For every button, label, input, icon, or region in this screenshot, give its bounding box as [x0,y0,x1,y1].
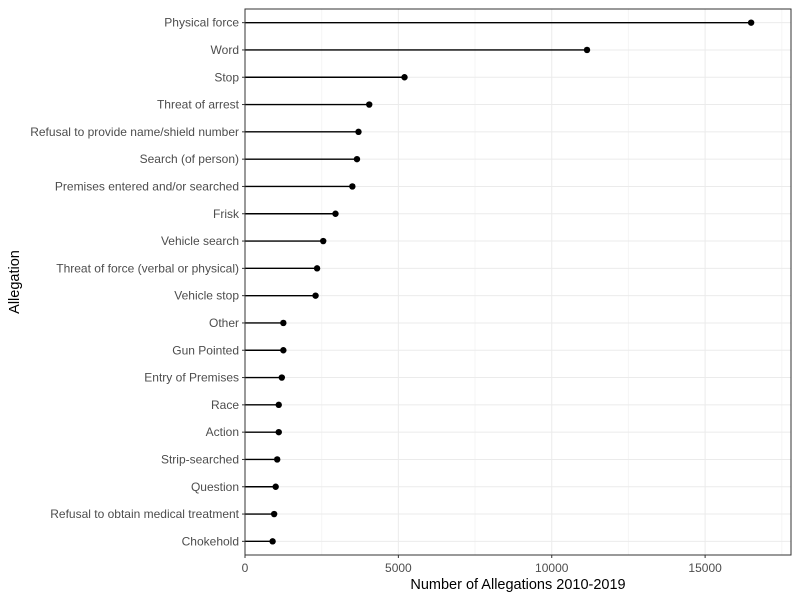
y-tick-label: Question [191,480,239,494]
y-tick-label: Threat of force (verbal or physical) [56,261,239,275]
lollipop-point [313,265,321,272]
y-tick-label: Gun Pointed [172,343,239,357]
lollipop-point [349,183,356,190]
y-tick-label: Other [209,316,239,330]
lollipop-point [353,155,361,163]
lollipop-point [355,128,362,136]
y-tick-label: Refusal to provide name/shield number [30,125,239,139]
lollipop-point [583,46,591,54]
lollipop-point [275,401,282,409]
lollipop-point [332,210,339,217]
lollipop-point [401,74,408,81]
lollipop-point [272,483,279,490]
lollipop-point [274,456,281,463]
y-tick-label: Entry of Premises [144,371,239,385]
lollipop-point [366,101,373,108]
y-tick-label: Premises entered and/or searched [55,179,239,193]
y-tick-label: Physical force [164,16,239,30]
lollipop-point [278,374,286,381]
x-axis-title: Number of Allegations 2010-2019 [410,577,625,593]
y-axis-title: Allegation [7,250,23,314]
lollipop-point [269,538,276,545]
mark-layer [245,19,755,545]
x-tick-layer: 0 5000 10000 15000 [242,555,722,575]
y-tick-label: Refusal to obtain medical treatment [50,507,239,521]
grid-layer [244,9,791,555]
x-tick-label: 5000 [385,561,412,575]
y-tick-label: Race [211,398,239,412]
panel-border [244,8,792,556]
lollipop-point [270,510,278,518]
x-tick-label: 15000 [688,561,722,575]
y-tick-label: Vehicle search [161,234,239,248]
y-tick-label: Action [206,425,239,439]
lollipop-point [275,428,282,436]
x-tick-label: 10000 [535,561,569,575]
y-tick-label: Word [211,43,239,57]
y-tick-label: Frisk [213,207,240,221]
lollipop-point [280,347,287,354]
lollipop-point [320,237,327,245]
y-tick-label: Strip-searched [161,452,239,466]
y-tick-label: Chokehold [182,534,239,548]
y-tick-layer: Physical force Word Stop Threat of arrest Re… [30,16,245,548]
y-tick-label: Search (of person) [140,152,239,166]
lollipop-point [747,19,755,26]
y-tick-label: Stop [214,70,239,84]
y-tick-label: Threat of arrest [157,98,240,112]
lollipop-point [280,319,287,327]
x-tick-label: 0 [242,561,249,575]
y-tick-label: Vehicle stop [174,289,239,303]
lollipop-point [312,292,319,299]
